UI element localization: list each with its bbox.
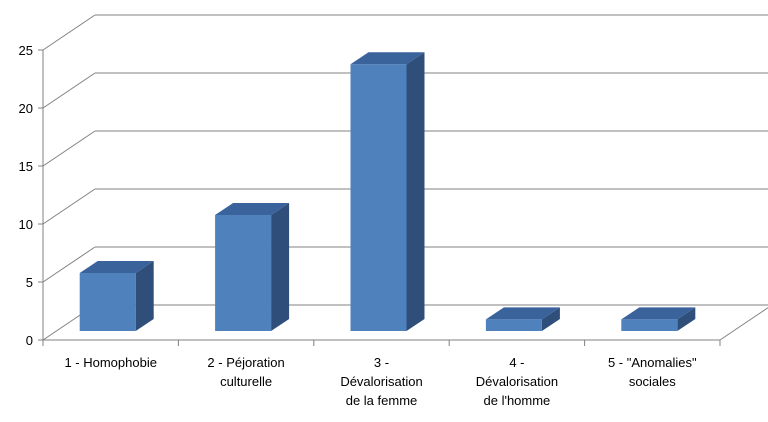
bar-top: [621, 307, 696, 320]
y-tick-label: 15: [19, 159, 33, 174]
bar-side: [677, 307, 696, 331]
bar: [621, 319, 678, 331]
bar-side: [135, 261, 154, 331]
bar: [79, 273, 136, 331]
bar-side: [406, 52, 425, 331]
floor-edge-right: [719, 307, 768, 341]
gridline-diagonal-2: [42, 188, 96, 225]
y-tick-label: 10: [19, 217, 33, 232]
gridline-diagonal-3: [42, 130, 96, 167]
y-tick-label: 5: [26, 275, 33, 290]
bar-side: [271, 203, 290, 331]
x-category-label: Dévalorisation: [340, 374, 422, 389]
y-tick-label: 25: [19, 43, 33, 58]
x-category-label: 5 - "Anomalies": [608, 355, 697, 370]
gridline-diagonal-5: [42, 14, 96, 51]
x-category-label: 4 -: [509, 355, 524, 370]
x-category-label: 2 - Péjoration: [207, 355, 284, 370]
x-category-label: sociales: [629, 374, 676, 389]
x-category-label: 1 - Homophobie: [64, 355, 157, 370]
x-category-label: de la femme: [346, 393, 418, 408]
bar-top: [215, 203, 290, 215]
bar: [485, 319, 542, 331]
y-tick-label: 20: [19, 101, 33, 116]
bar-side: [541, 307, 560, 331]
bar-top: [79, 261, 154, 273]
bar-top: [350, 52, 425, 65]
bar-top: [485, 307, 560, 320]
gridline-diagonal-4: [42, 72, 96, 109]
x-category-label: 3 -: [374, 355, 389, 370]
y-tick-label: 0: [26, 333, 33, 348]
x-category-label: Dévalorisation: [476, 374, 558, 389]
x-category-label: de l'homme: [484, 393, 551, 408]
bar: [215, 215, 272, 331]
gridline-diagonal-1: [42, 246, 96, 283]
x-category-label: culturelle: [220, 374, 272, 389]
bar: [350, 64, 407, 331]
